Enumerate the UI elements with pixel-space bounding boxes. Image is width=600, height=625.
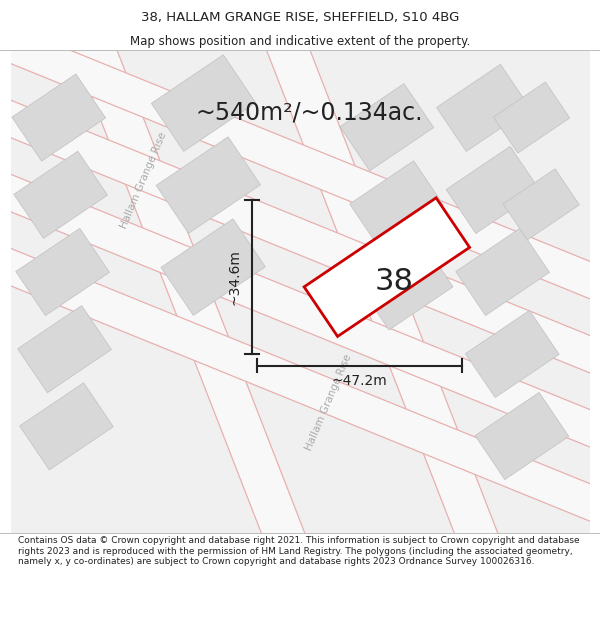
Polygon shape bbox=[20, 382, 113, 470]
Text: Hallam Grange Rise: Hallam Grange Rise bbox=[119, 131, 169, 230]
Polygon shape bbox=[475, 392, 569, 479]
Text: 38, HALLAM GRANGE RISE, SHEFFIELD, S10 4BG: 38, HALLAM GRANGE RISE, SHEFFIELD, S10 4… bbox=[141, 11, 459, 24]
Text: ~47.2m: ~47.2m bbox=[331, 374, 387, 388]
Polygon shape bbox=[151, 55, 256, 151]
Polygon shape bbox=[493, 82, 570, 153]
Polygon shape bbox=[340, 84, 434, 171]
Polygon shape bbox=[161, 219, 265, 316]
Polygon shape bbox=[69, 23, 309, 559]
Polygon shape bbox=[14, 151, 107, 238]
Polygon shape bbox=[304, 198, 470, 336]
Polygon shape bbox=[437, 64, 530, 151]
Text: 38: 38 bbox=[375, 267, 414, 296]
Text: Map shows position and indicative extent of the property.: Map shows position and indicative extent… bbox=[130, 35, 470, 48]
Polygon shape bbox=[359, 243, 453, 330]
Polygon shape bbox=[466, 311, 559, 398]
Text: Contains OS data © Crown copyright and database right 2021. This information is : Contains OS data © Crown copyright and d… bbox=[18, 536, 580, 566]
Polygon shape bbox=[350, 161, 443, 248]
Text: ~540m²/~0.134ac.: ~540m²/~0.134ac. bbox=[196, 101, 424, 125]
Polygon shape bbox=[16, 228, 109, 316]
Polygon shape bbox=[0, 169, 600, 452]
Text: Hallam Grange Rise: Hallam Grange Rise bbox=[304, 352, 354, 452]
Text: ~34.6m: ~34.6m bbox=[227, 249, 241, 305]
Polygon shape bbox=[0, 243, 600, 526]
Polygon shape bbox=[12, 74, 106, 161]
Polygon shape bbox=[262, 23, 502, 559]
Polygon shape bbox=[156, 137, 260, 233]
Polygon shape bbox=[17, 306, 112, 392]
Polygon shape bbox=[0, 21, 600, 304]
Polygon shape bbox=[456, 228, 550, 316]
Polygon shape bbox=[0, 95, 600, 378]
Polygon shape bbox=[503, 169, 580, 240]
Polygon shape bbox=[446, 146, 540, 234]
